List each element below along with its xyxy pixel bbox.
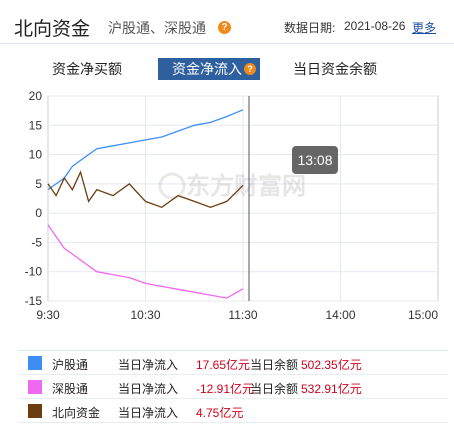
tab-daily-balance[interactable]: 当日资金余额 [293, 61, 377, 77]
x-tick-label: 9:30 [36, 308, 60, 322]
legend-name: 北向资金 [52, 406, 101, 420]
legend-balance-label: 当日余额 [250, 358, 299, 372]
legend-table: 沪股通 当日净流入 17.65亿元 当日余额 502.35亿元 深股通 当日净流… [18, 350, 448, 432]
x-tick-label: 14:00 [325, 308, 355, 322]
y-tick-label: 5 [35, 177, 42, 191]
y-tick-label: 0 [35, 206, 42, 220]
legend-balance-value: 502.35亿元 [301, 358, 362, 372]
x-tick-label: 10:30 [130, 308, 160, 322]
page-subtitle: 沪股通、深股通 [108, 20, 206, 36]
y-tick-label: -10 [25, 265, 43, 279]
series-line [47, 170, 244, 209]
legend-flow-label: 当日净流入 [118, 358, 179, 372]
series-lines [47, 109, 244, 299]
legend-row-sz: 深股通 当日净流入 -12.91亿元 当日余额 532.91亿元 [18, 375, 448, 399]
watermark: 东方财富网 [158, 172, 306, 200]
legend-swatch [28, 356, 42, 370]
tab-bar: 资金净买额 资金净流入 ? 当日资金余额 [0, 58, 454, 82]
legend-name: 深股通 [52, 382, 89, 396]
crosshair-time: 13:08 [297, 152, 332, 168]
y-tick-labels: 20 15 10 5 0 -5 -10 -15 [25, 89, 43, 308]
y-tick-label: 20 [29, 89, 43, 103]
y-tick-label: 10 [29, 148, 43, 162]
header: 北向资金 沪股通、深股通 ? 数据日期: 2021-08-26 更多 [0, 0, 454, 44]
legend-row-sh: 沪股通 当日净流入 17.65亿元 当日余额 502.35亿元 [18, 351, 448, 375]
net-inflow-chart: 20 15 10 5 0 -5 -10 -15 9:30 10:30 11:30 14:00 15:0… [25, 89, 439, 322]
gridlines [48, 95, 438, 302]
legend-flow-value: -12.91亿元 [196, 382, 255, 396]
watermark-text: 东方财富网 [186, 172, 306, 200]
date-value: 2021-08-26 [344, 19, 406, 33]
y-tick-label: -5 [31, 235, 42, 249]
page-title: 北向资金 [14, 19, 91, 40]
legend-swatch [28, 404, 42, 418]
legend-flow-value: 17.65亿元 [196, 358, 251, 372]
question-icon[interactable]: ? [218, 21, 231, 34]
legend-balance-value: 532.91亿元 [301, 382, 362, 396]
legend-row-north: 北向资金 当日净流入 4.75亿元 [18, 399, 448, 423]
question-icon[interactable]: ? [244, 63, 256, 75]
legend-flow-label: 当日净流入 [118, 406, 179, 420]
tab-net-buy[interactable]: 资金净买额 [52, 61, 122, 77]
date-label: 数据日期: [284, 21, 336, 35]
legend-name: 沪股通 [52, 358, 89, 372]
x-tick-label: 15:00 [408, 308, 438, 322]
x-tick-labels: 9:30 10:30 11:30 14:00 15:00 [36, 308, 438, 322]
legend-flow-label: 当日净流入 [118, 382, 179, 396]
crosshair-time-box [292, 146, 338, 174]
tab-net-inflow[interactable]: 资金净流入 ? [158, 58, 260, 80]
tab-net-inflow-label: 资金净流入 [172, 61, 242, 77]
series-line [47, 224, 244, 299]
y-tick-label: 15 [29, 118, 43, 132]
x-tick-label: 11:30 [228, 308, 257, 322]
legend-balance-label: 当日余额 [250, 382, 299, 396]
more-link[interactable]: 更多 [412, 21, 437, 35]
legend-swatch [28, 380, 42, 394]
y-tick-label: -15 [25, 294, 43, 308]
series-line [47, 109, 244, 191]
legend-flow-value: 4.75亿元 [196, 406, 244, 420]
